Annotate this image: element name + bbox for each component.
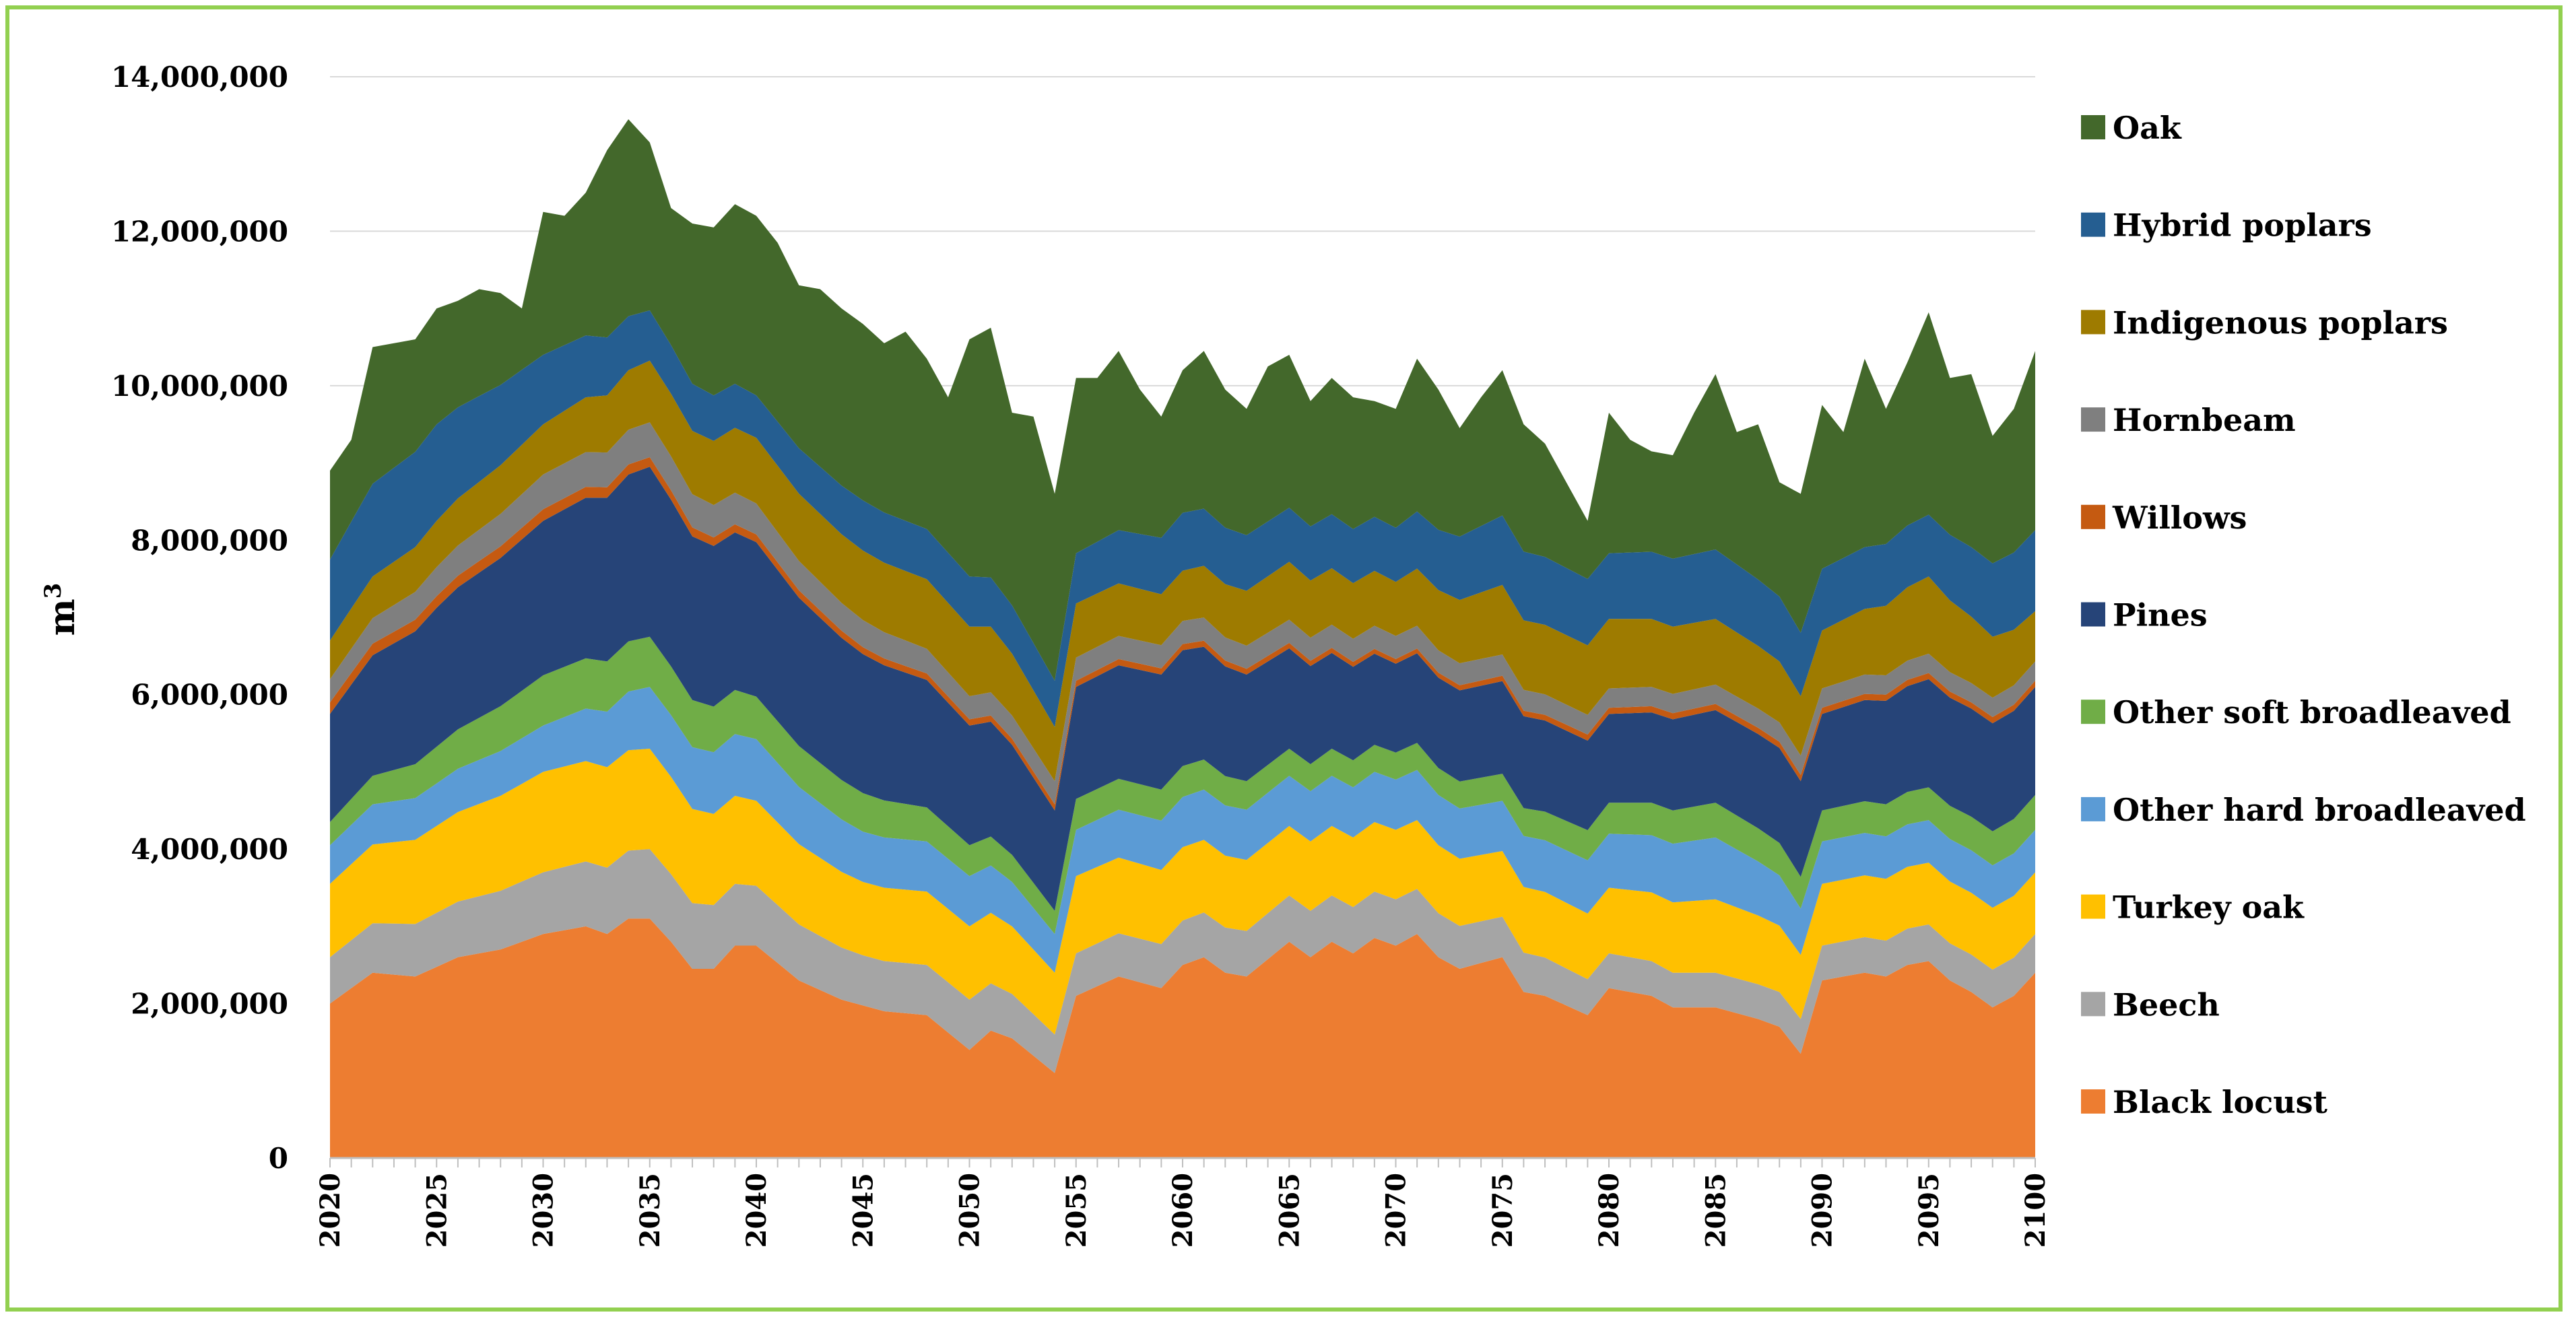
legend-item-black-locust: Black locust — [2081, 1084, 2328, 1120]
area-hornbeam — [330, 422, 2035, 805]
area-pines — [330, 467, 2035, 911]
area-oak — [330, 119, 2035, 681]
y-axis: 0 2,000,000 4,000,000 6,000,000 8,000,000 10,… — [111, 61, 288, 1175]
x-axis: 2020 2025 2030 2035 2040 2045 2050 2055 2060 2065… — [315, 1157, 2051, 1248]
y-tick-label: 14,000,000 — [111, 61, 288, 94]
legend-label: Other hard broadleaved — [2113, 792, 2526, 828]
x-tick-label: 2040 — [741, 1173, 772, 1248]
area-series — [330, 119, 2035, 1158]
y-tick-label: 2,000,000 — [131, 988, 288, 1021]
legend-swatch — [2081, 212, 2105, 237]
x-tick-label: 2085 — [1700, 1173, 1731, 1248]
legend-swatch — [2081, 894, 2105, 919]
legend-swatch — [2081, 310, 2105, 335]
x-tick-label: 2090 — [1807, 1173, 1839, 1248]
legend-swatch — [2081, 796, 2105, 821]
y-tick-label: 8,000,000 — [131, 524, 288, 557]
legend-item-beech: Beech — [2081, 986, 2220, 1023]
legend-label: Oak — [2113, 110, 2182, 146]
x-tick-label: 2055 — [1061, 1173, 1092, 1248]
legend-item-turkey-oak: Turkey oak — [2081, 889, 2305, 926]
legend-item-hybrid-poplars: Hybrid poplars — [2081, 207, 2372, 244]
x-tick-label: 2035 — [634, 1173, 666, 1248]
legend-swatch — [2081, 602, 2105, 627]
legend-label: Indigenous poplars — [2113, 304, 2448, 341]
legend-swatch — [2081, 700, 2105, 724]
x-tick-label: 2080 — [1593, 1173, 1625, 1248]
x-tick-label: 2070 — [1381, 1173, 1412, 1248]
legend-label: Turkey oak — [2113, 889, 2305, 926]
y-tick-label: 4,000,000 — [131, 833, 288, 866]
legend-swatch — [2081, 407, 2105, 432]
y-tick-label: 0 — [269, 1142, 288, 1175]
area-hybrid-poplars — [330, 310, 2035, 727]
legend-label: Other soft broadleaved — [2113, 694, 2511, 731]
legend-swatch — [2081, 115, 2105, 139]
legend-item-pines: Pines — [2081, 597, 2208, 634]
area-black-locust — [330, 918, 2035, 1158]
legend-label: Black locust — [2113, 1084, 2328, 1120]
legend-item-willows: Willows — [2081, 500, 2247, 536]
area-other-soft-broadleaved — [330, 636, 2035, 935]
legend-label: Willows — [2112, 500, 2247, 536]
legend-item-indigenous-poplars: Indigenous poplars — [2081, 304, 2448, 341]
area-indigenous-poplars — [330, 360, 2035, 782]
y-tick-label: 12,000,000 — [111, 215, 288, 248]
area-beech — [330, 849, 2035, 1073]
legend-item-oak: Oak — [2081, 110, 2182, 146]
x-tick-label: 2060 — [1167, 1173, 1199, 1248]
legend-item-other-soft-broadleaved: Other soft broadleaved — [2081, 694, 2511, 731]
legend: Oak Hybrid poplars Indigenous poplars Hornb… — [2081, 110, 2526, 1120]
area-other-hard-broadleaved — [330, 687, 2035, 973]
legend-swatch — [2081, 504, 2105, 529]
legend-label: Hornbeam — [2113, 402, 2296, 438]
legend-label: Pines — [2113, 597, 2208, 634]
x-tick-label: 2025 — [421, 1173, 453, 1248]
legend-label: Beech — [2113, 986, 2220, 1023]
x-tick-label: 2095 — [1913, 1173, 1945, 1248]
x-tick-label: 2065 — [1274, 1173, 1305, 1248]
x-tick-label: 2030 — [528, 1173, 560, 1248]
x-tick-label: 2100 — [2020, 1173, 2051, 1248]
legend-swatch — [2081, 1089, 2105, 1114]
y-axis-label: m3 — [40, 583, 83, 636]
legend-item-hornbeam: Hornbeam — [2081, 402, 2296, 438]
area-turkey-oak — [330, 749, 2035, 1035]
x-tick-label: 2045 — [847, 1173, 879, 1248]
legend-swatch — [2081, 992, 2105, 1017]
legend-label: Hybrid poplars — [2113, 207, 2372, 244]
x-tick-label: 2020 — [315, 1173, 346, 1248]
x-tick-label: 2050 — [954, 1173, 986, 1248]
legend-item-other-hard-broadleaved: Other hard broadleaved — [2081, 792, 2526, 828]
y-tick-label: 10,000,000 — [111, 370, 288, 403]
x-tick-label: 2075 — [1487, 1173, 1519, 1248]
y-tick-label: 6,000,000 — [131, 679, 288, 712]
